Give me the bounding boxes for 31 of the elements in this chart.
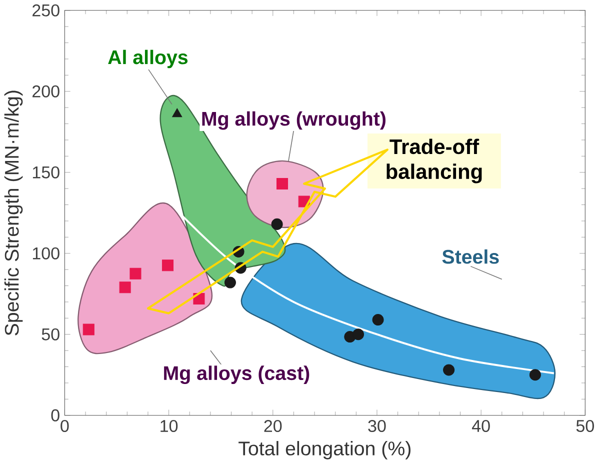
y-tick-label: 250 bbox=[32, 4, 60, 17]
text: Mg alloys (wrought) bbox=[202, 111, 386, 130]
text: Steels bbox=[442, 250, 499, 264]
y-tick-label: 100 bbox=[32, 247, 60, 260]
y-axis-title: Specific Strength (MN·m/kg) bbox=[4, 90, 23, 336]
x-tick-label: 50 bbox=[576, 420, 594, 432]
y-tick-label: 0 bbox=[51, 409, 60, 422]
y-tick-label: 150 bbox=[32, 166, 60, 179]
x-axis-title: Total elongation (%) bbox=[238, 441, 410, 460]
point bbox=[443, 364, 455, 376]
point bbox=[276, 178, 288, 190]
x-tick-label: 20 bbox=[264, 420, 282, 432]
point bbox=[162, 260, 174, 272]
point bbox=[352, 328, 364, 340]
y-tick-label: 200 bbox=[32, 85, 60, 98]
point bbox=[82, 324, 94, 336]
annotation: Trade-off balancing bbox=[386, 138, 482, 184]
series-label: Mg alloys (cast) bbox=[164, 366, 310, 384]
point bbox=[529, 369, 541, 381]
series-label: Al alloys bbox=[108, 50, 188, 68]
point bbox=[224, 276, 236, 288]
point bbox=[119, 282, 131, 294]
x-tick-label: 30 bbox=[368, 420, 386, 432]
y-tick-label: 50 bbox=[42, 328, 60, 341]
x-tick-label: 40 bbox=[472, 420, 490, 432]
x-tick-label: 10 bbox=[160, 420, 178, 432]
point bbox=[271, 218, 283, 230]
point bbox=[130, 268, 142, 280]
point bbox=[172, 108, 182, 118]
x-tick-label: 0 bbox=[60, 420, 69, 432]
point bbox=[372, 314, 384, 326]
